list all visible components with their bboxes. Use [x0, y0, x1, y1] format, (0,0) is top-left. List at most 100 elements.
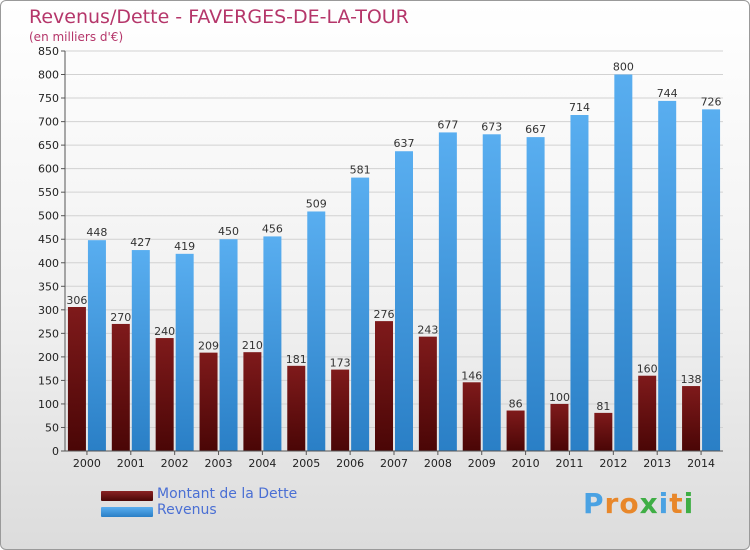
bar-revenus — [570, 115, 589, 451]
x-tick-label: 2013 — [643, 457, 671, 470]
y-tick-label: 550 — [38, 186, 59, 199]
data-label-revenus: 800 — [613, 61, 634, 74]
bar-revenus — [614, 74, 633, 451]
bar-revenus — [395, 151, 413, 451]
legend-swatch-revenus — [101, 507, 153, 517]
data-label-revenus: 714 — [569, 101, 590, 114]
y-tick-label: 850 — [38, 45, 59, 58]
bar-revenus — [482, 134, 501, 451]
data-label-revenus: 744 — [657, 87, 678, 100]
x-axis: 2000 2001 2002 2003 2004 2005 2006 2007 2008 2009… — [65, 450, 723, 470]
bar-revenus — [263, 236, 282, 451]
y-tick-label: 650 — [38, 139, 59, 152]
data-label-dette: 270 — [110, 311, 131, 324]
data-label-revenus: 419 — [174, 240, 195, 253]
logo-letter: t — [669, 487, 684, 520]
logo-letter: o — [619, 487, 640, 520]
bar-revenus — [702, 109, 721, 452]
y-tick-label: 700 — [38, 116, 59, 129]
bar-revenus — [219, 239, 238, 451]
bar-revenus — [351, 177, 370, 451]
y-tick-label: 800 — [38, 69, 59, 82]
data-label-dette: 306 — [66, 294, 87, 307]
y-tick-label: 750 — [38, 92, 59, 105]
x-tick-label: 2012 — [599, 457, 627, 470]
x-tick-label: 2001 — [117, 457, 145, 470]
data-label-revenus: 509 — [306, 197, 327, 210]
data-label-revenus: 637 — [394, 137, 415, 150]
data-label-revenus: 673 — [481, 120, 502, 133]
x-tick-label: 2007 — [380, 457, 408, 470]
x-tick-label: 2000 — [73, 457, 101, 470]
y-tick-label: 150 — [38, 374, 59, 387]
data-label-dette: 160 — [637, 363, 658, 376]
legend-label-dette: Montant de la Dette — [157, 486, 298, 502]
y-tick-label: 350 — [38, 280, 59, 293]
bar-revenus — [658, 100, 677, 451]
x-tick-label: 2002 — [161, 457, 189, 470]
data-label-revenus: 667 — [525, 123, 546, 136]
data-label-dette: 209 — [198, 340, 219, 353]
data-label-dette: 210 — [242, 339, 263, 352]
x-tick-label: 2010 — [512, 457, 540, 470]
y-tick-label: 50 — [45, 421, 59, 434]
data-label-revenus: 726 — [701, 95, 722, 108]
bar-revenus — [131, 250, 150, 451]
data-label-revenus: 448 — [86, 226, 107, 239]
data-label-dette: 86 — [509, 398, 523, 411]
data-label-dette: 276 — [374, 308, 395, 321]
data-label-dette: 146 — [461, 369, 482, 382]
data-label-revenus: 450 — [218, 225, 239, 238]
logo-letter: i — [683, 487, 695, 520]
data-label-dette: 240 — [154, 325, 175, 338]
bar-dette — [682, 386, 701, 451]
x-tick-label: 2003 — [205, 457, 233, 470]
logo-letter: r — [604, 487, 620, 520]
bar-dette — [594, 412, 613, 451]
data-label-revenus: 456 — [262, 222, 283, 235]
bar-revenus — [307, 211, 326, 451]
logo-letter: P — [583, 487, 605, 520]
bar-dette — [287, 365, 306, 451]
bar-dette — [243, 352, 262, 451]
y-tick-label: 200 — [38, 351, 59, 364]
data-label-dette: 100 — [549, 391, 570, 404]
chart-title: Revenus/Dette - FAVERGES-DE-LA-TOUR — [29, 6, 409, 28]
y-tick-label: 500 — [38, 210, 59, 223]
bar-revenus — [175, 253, 194, 451]
y-tick-label: 300 — [38, 304, 59, 317]
bar-dette — [638, 375, 657, 451]
x-tick-label: 2006 — [336, 457, 364, 470]
logo-letter: i — [658, 487, 670, 520]
x-tick-label: 2004 — [248, 457, 276, 470]
bar-revenus — [526, 137, 545, 451]
bar-dette — [331, 369, 350, 451]
chart-subtitle: (en milliers d'€) — [29, 30, 124, 44]
bar-dette — [199, 352, 218, 451]
x-tick-label: 2005 — [292, 457, 320, 470]
data-label-dette: 81 — [596, 400, 610, 413]
data-label-revenus: 581 — [350, 164, 371, 177]
y-tick-label: 0 — [52, 445, 59, 458]
bar-dette — [375, 321, 393, 451]
bars: 306 448 270 427 240 419 209 450 210 456 181 509 173 5… — [66, 61, 722, 452]
data-label-revenus: 427 — [130, 236, 151, 249]
y-tick-label: 450 — [38, 233, 59, 246]
bar-dette — [462, 382, 481, 451]
legend-swatch-dette — [101, 491, 153, 501]
data-label-revenus: 677 — [437, 118, 458, 131]
x-tick-label: 2011 — [555, 457, 583, 470]
y-tick-label: 250 — [38, 327, 59, 340]
y-tick-label: 100 — [38, 398, 59, 411]
bar-dette — [506, 410, 525, 451]
data-label-dette: 173 — [330, 357, 351, 370]
data-label-dette: 181 — [286, 353, 307, 366]
y-tick-label: 600 — [38, 163, 59, 176]
y-tick-label: 400 — [38, 257, 59, 270]
x-tick-label: 2008 — [424, 457, 452, 470]
bar-dette — [550, 403, 569, 451]
y-axis: 0 50 100 150 200 250 300 350 400 450 500 550 600 650 7… — [38, 45, 66, 458]
x-tick-label: 2014 — [687, 457, 715, 470]
